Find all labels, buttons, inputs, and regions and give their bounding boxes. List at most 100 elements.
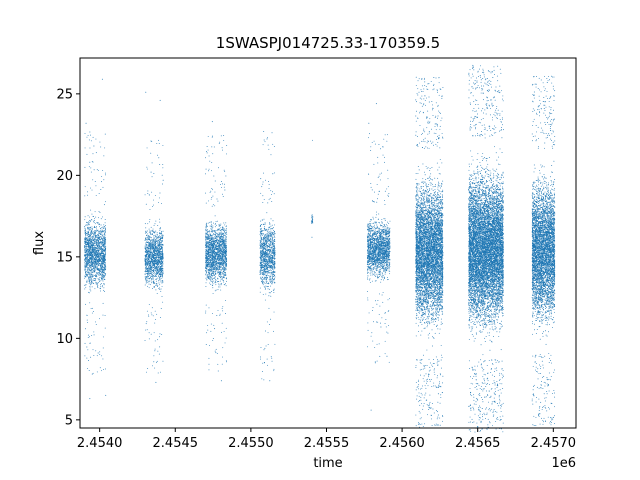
data-point (213, 269, 215, 271)
data-point (91, 244, 93, 246)
data-point (225, 313, 226, 314)
data-point (87, 258, 88, 260)
data-point (100, 254, 102, 255)
data-point (207, 240, 209, 242)
data-point (161, 240, 163, 242)
data-point (102, 243, 104, 245)
data-point (103, 282, 105, 284)
data-point (103, 253, 105, 255)
data-point (222, 253, 224, 255)
data-point (87, 255, 89, 256)
outlier-point (150, 171, 152, 173)
data-point (212, 260, 213, 262)
data-point (89, 161, 91, 163)
data-point (223, 262, 225, 264)
data-point (223, 256, 225, 258)
data-point (162, 235, 164, 237)
data-point (147, 236, 149, 238)
data-point (95, 195, 97, 197)
data-point (205, 304, 207, 306)
data-point (85, 286, 87, 288)
data-point (146, 276, 148, 278)
data-point (101, 263, 103, 265)
data-point (100, 273, 102, 275)
data-point (220, 235, 222, 237)
data-point (100, 232, 102, 234)
data-point (212, 274, 214, 276)
data-point (154, 266, 156, 268)
data-point (208, 248, 210, 250)
data-point (207, 251, 208, 253)
data-point (212, 292, 214, 294)
data-point (88, 247, 90, 248)
data-point (90, 262, 92, 264)
data-point (155, 239, 157, 241)
data-point (144, 276, 146, 278)
data-point (214, 272, 216, 274)
data-point (101, 241, 102, 243)
data-point (207, 251, 209, 253)
data-point (95, 235, 97, 237)
data-point (150, 268, 152, 270)
data-point (225, 258, 227, 259)
data-point (89, 289, 91, 291)
data-point (153, 282, 155, 284)
data-point (154, 275, 156, 277)
data-point (205, 274, 206, 276)
data-point (150, 273, 152, 275)
data-point (161, 257, 163, 258)
data-point (157, 275, 159, 277)
data-point (99, 226, 100, 228)
data-point (209, 273, 210, 275)
data-point (150, 140, 152, 142)
data-point (90, 221, 92, 223)
data-point (217, 255, 219, 257)
data-point (84, 262, 86, 264)
data-point (100, 284, 102, 286)
data-point (225, 245, 227, 247)
data-point (144, 247, 146, 249)
data-point (100, 260, 102, 262)
data-point (221, 262, 222, 264)
data-point (206, 241, 208, 242)
data-point (101, 237, 103, 239)
data-point (212, 283, 214, 285)
data-point (101, 265, 103, 267)
data-point (215, 266, 217, 268)
data-point (94, 238, 96, 240)
data-point (211, 240, 213, 242)
data-point (101, 285, 103, 287)
data-point (220, 255, 222, 257)
data-point (101, 286, 103, 288)
data-point (220, 236, 222, 238)
data-point (152, 365, 153, 367)
data-point (219, 260, 221, 262)
data-point (217, 200, 219, 202)
data-point (217, 249, 219, 251)
data-point (215, 244, 217, 246)
data-point (86, 255, 88, 257)
data-point (86, 244, 88, 246)
data-point (212, 272, 214, 274)
data-point (157, 277, 159, 279)
data-point (99, 242, 101, 244)
data-point (159, 241, 160, 243)
data-point (209, 272, 211, 274)
data-point (99, 263, 101, 265)
data-point (224, 261, 226, 262)
data-point (162, 240, 163, 242)
data-point (146, 166, 148, 168)
data-point (207, 229, 208, 231)
data-point (95, 252, 97, 253)
data-point (213, 238, 215, 239)
data-point (90, 240, 92, 242)
data-point (152, 250, 154, 252)
data-point (89, 239, 91, 241)
data-point (89, 277, 91, 279)
data-point (152, 204, 154, 206)
data-point (148, 253, 150, 255)
data-point (212, 204, 214, 206)
data-point (84, 259, 86, 261)
data-point (150, 226, 152, 228)
data-point (85, 244, 87, 246)
